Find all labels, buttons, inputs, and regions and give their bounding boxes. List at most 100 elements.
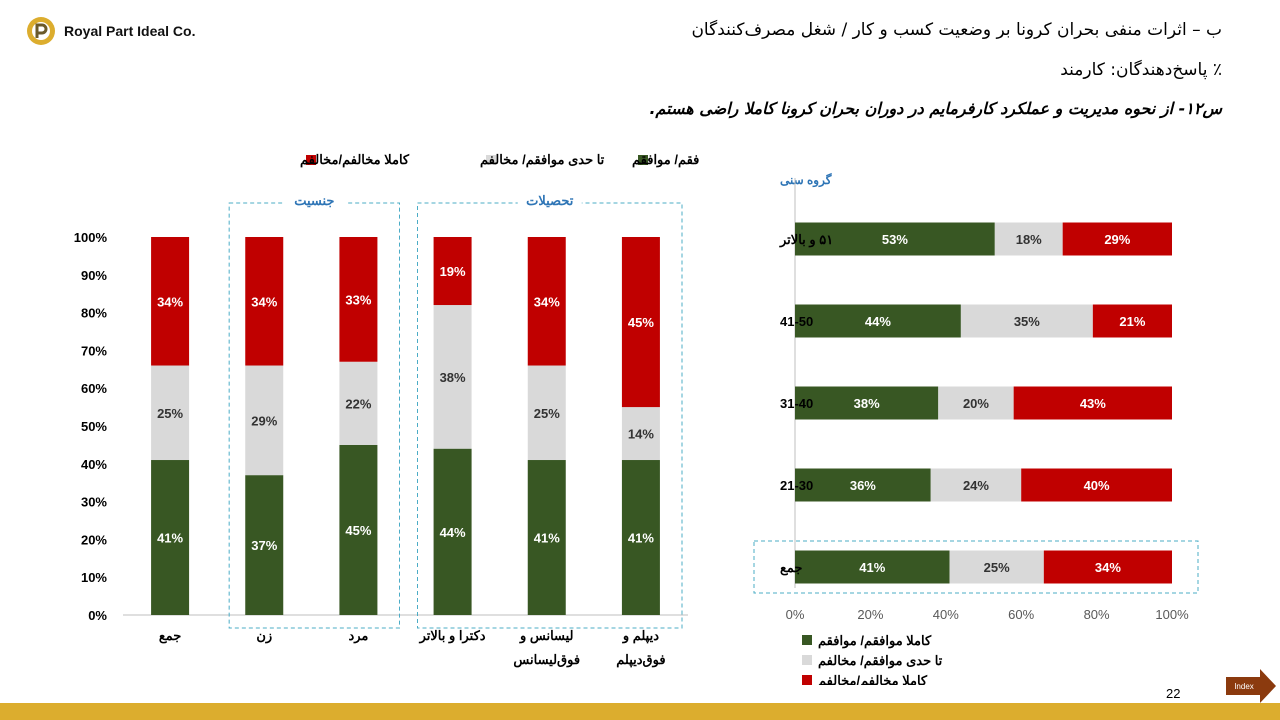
bar-segment (527, 365, 566, 461)
data-label: 34% (251, 294, 277, 309)
bar-segment (1013, 386, 1172, 420)
data-label: 34% (534, 294, 560, 309)
bar-segment (1062, 222, 1172, 256)
bar-segment (1092, 304, 1172, 338)
y-tick-label: 41-50 (780, 314, 813, 329)
data-label: 41% (534, 531, 560, 546)
data-label: 36% (850, 478, 876, 493)
bar-segment (994, 222, 1063, 256)
data-label: 25% (984, 560, 1010, 575)
y-tick-label: جمع (780, 560, 802, 576)
y-tick-label: ۵۱ و بالاتر (779, 232, 833, 248)
x-tick-label: دیپلم و (622, 628, 659, 644)
bar-segment (151, 460, 190, 615)
highlight-frame (753, 540, 1199, 594)
x-tick-label: 40% (933, 607, 959, 622)
y-tick-label: 100% (74, 230, 108, 245)
x-tick-label: فوق‌لیسانس (513, 652, 580, 668)
bar-segment (938, 386, 1014, 420)
data-label: 21% (1119, 314, 1145, 329)
data-label: 20% (963, 396, 989, 411)
x-tick-label: جمع (159, 628, 181, 644)
bar-segment (621, 460, 660, 615)
legend-label: کاملا مخالفم/مخالفم (300, 152, 410, 168)
x-tick-label: 100% (1155, 607, 1189, 622)
x-tick-label: فوق‌دیپلم (616, 652, 665, 668)
legend-label: تا حدی موافقم/ مخالفم (480, 152, 605, 168)
data-label: 14% (628, 427, 654, 442)
data-label: 29% (251, 413, 277, 428)
data-label: 25% (157, 406, 183, 421)
data-label: 40% (1084, 478, 1110, 493)
bar-segment (245, 237, 284, 366)
bar-segment (433, 237, 472, 306)
bar-segment (151, 365, 190, 461)
left-stacked-bar-chart: 0% 10% 20% 30% 40% 50% 60% 70% 80% 90% 100% جنسیت تح… (74, 152, 700, 668)
data-label: 41% (628, 531, 654, 546)
bar-segment (795, 550, 950, 584)
right-stacked-bar-chart: گروه سنی 0% 20% 40% 60% 80% 100% 53% 18% 29% ۵۱ و … (753, 172, 1199, 685)
group-label: جنسیت (294, 193, 334, 208)
y-tick-label: 30% (81, 495, 107, 510)
page-title: ب – اثرات منفی بحران کرونا بر وضعیت کسب … (691, 20, 1222, 40)
bar-segment (795, 222, 995, 256)
legend-swatch (802, 635, 812, 645)
footer-bar (0, 703, 1280, 720)
data-label: 34% (157, 294, 183, 309)
y-tick-label: 50% (81, 419, 107, 434)
group-frame (417, 202, 683, 629)
brand-logo-icon (27, 17, 55, 45)
legend-label: کاملا موافقم/ موافقم (818, 633, 932, 649)
bar-segment (795, 386, 939, 420)
data-label: 44% (440, 525, 466, 540)
legend-swatch (486, 155, 496, 165)
bar-segment (930, 468, 1022, 502)
bar-segment (621, 407, 660, 461)
y-tick-label: 90% (81, 268, 107, 283)
data-label: 37% (251, 538, 277, 553)
data-label: 38% (854, 396, 880, 411)
group-label-background (517, 192, 582, 212)
data-label: 41% (859, 560, 885, 575)
legend-label: کاملا موافقم/ موافقم (632, 152, 700, 168)
data-label: 22% (345, 396, 371, 411)
data-label: 41% (157, 531, 183, 546)
bar-segment (960, 304, 1093, 338)
bar-segment (795, 304, 961, 338)
x-tick-label: 80% (1084, 607, 1110, 622)
data-label: 45% (345, 523, 371, 538)
y-tick-label: 60% (81, 381, 107, 396)
x-tick-label: مرد (348, 628, 368, 644)
legend-swatch (306, 155, 316, 165)
bar-segment (527, 237, 566, 366)
y-tick-label: 31-40 (780, 396, 813, 411)
group-label-background (282, 192, 347, 212)
data-label: 35% (1014, 314, 1040, 329)
bar-segment (245, 475, 284, 615)
data-label: 38% (440, 370, 466, 385)
bar-segment (433, 448, 472, 615)
index-button[interactable]: Index (1226, 669, 1276, 703)
y-tick-label: 10% (81, 570, 107, 585)
data-label: 44% (865, 314, 891, 329)
bar-segment (1043, 550, 1172, 584)
data-label: 34% (1095, 560, 1121, 575)
legend-swatch (802, 675, 812, 685)
bar-segment (621, 237, 660, 408)
x-tick-label: زن (256, 628, 272, 644)
page-subtitle: ٪ پاسخ‌دهندگان: کارمند (1060, 60, 1222, 80)
data-label: 43% (1080, 396, 1106, 411)
bar-segment (795, 468, 931, 502)
bar-segment (339, 237, 378, 362)
bar-segment (151, 237, 190, 366)
chart-title: گروه سنی (780, 172, 832, 188)
data-label: 19% (440, 264, 466, 279)
y-tick-label: 40% (81, 457, 107, 472)
index-button-label: Index (1234, 682, 1254, 691)
legend-swatch (638, 155, 648, 165)
x-tick-label: 60% (1008, 607, 1034, 622)
x-tick-label: لیسانس و (519, 628, 574, 644)
y-tick-label: 20% (81, 532, 107, 547)
bar-segment (527, 460, 566, 615)
data-label: 33% (345, 292, 371, 307)
